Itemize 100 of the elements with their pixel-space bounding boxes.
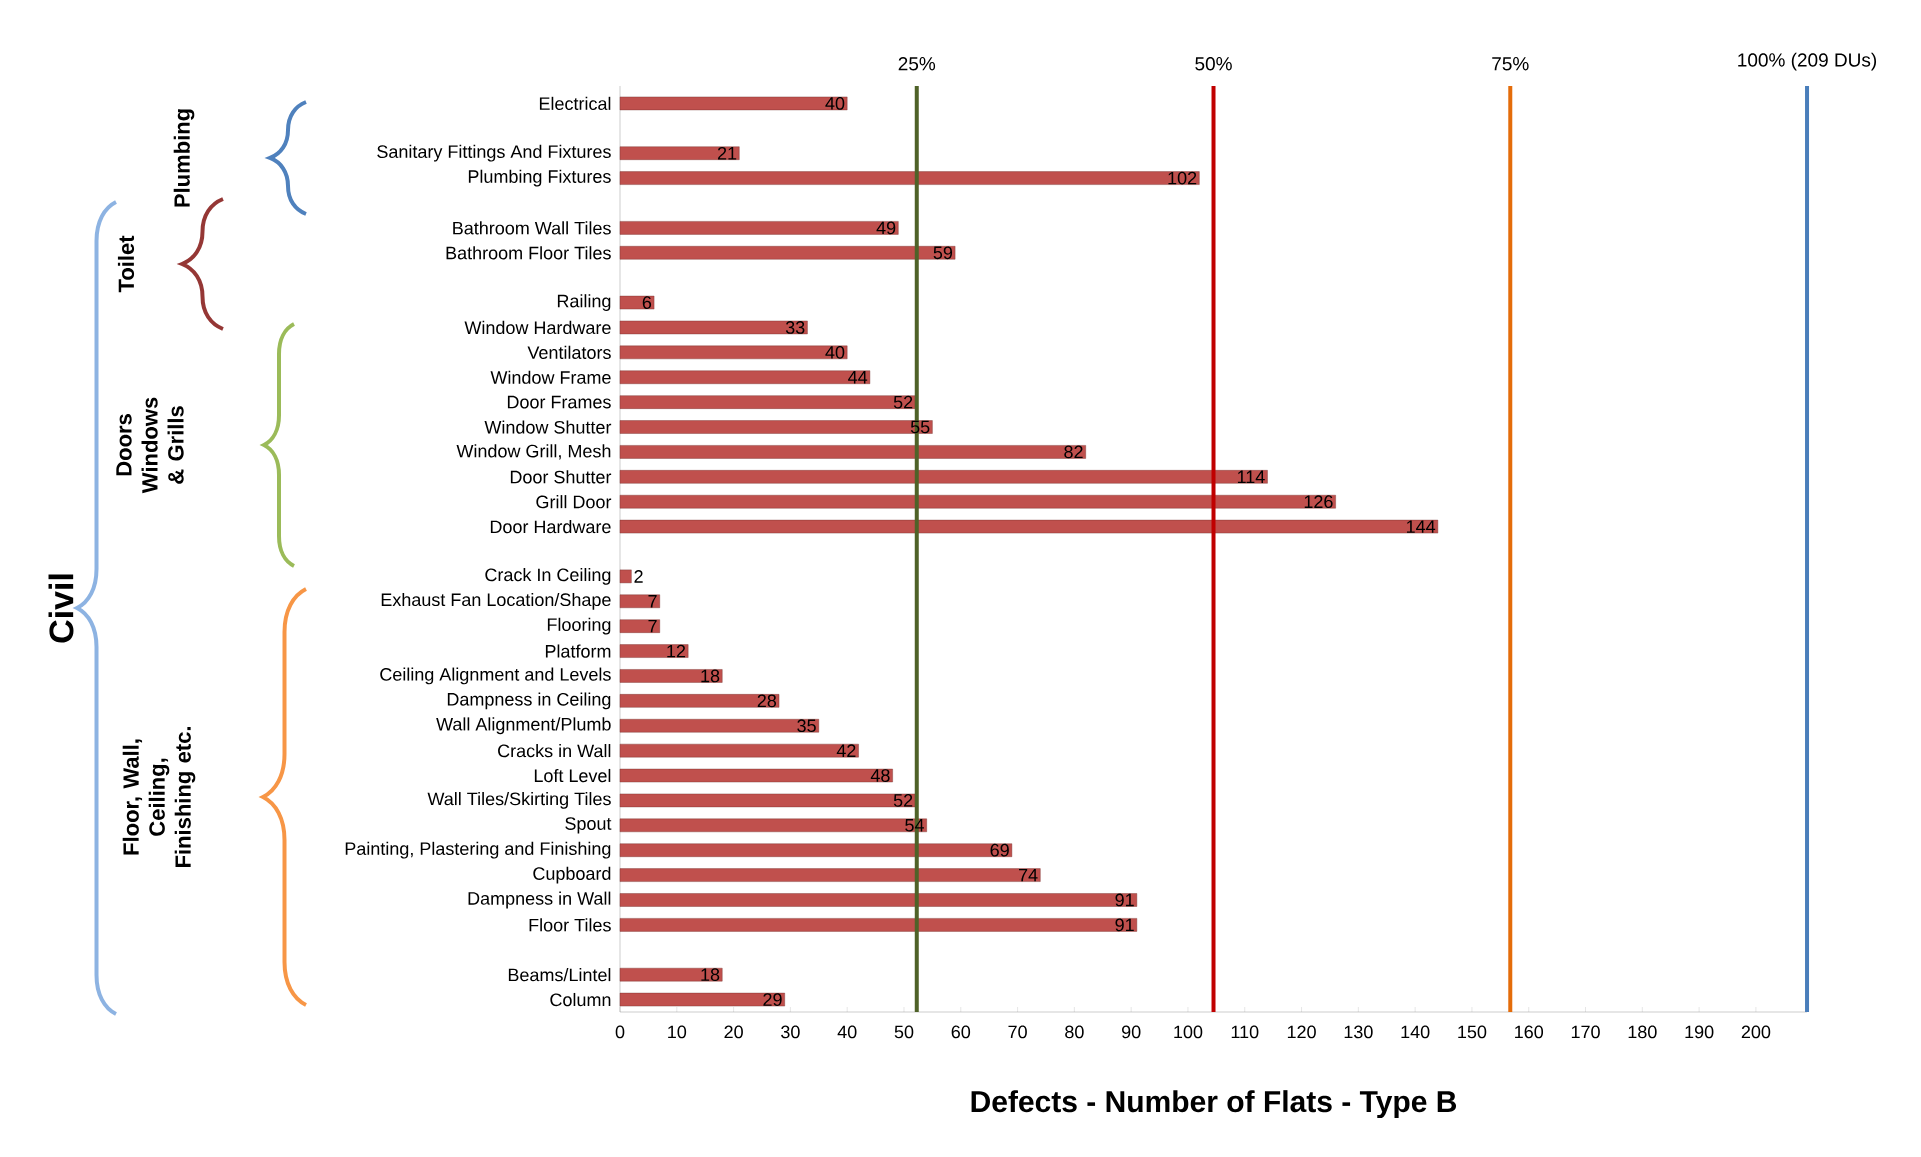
x-tick-label: 130 (1344, 1025, 1373, 1039)
bar (619, 992, 785, 1007)
y-tick-label: Dampness in Ceiling (447, 692, 611, 710)
data-label: 2 (634, 570, 643, 583)
bar (619, 171, 1200, 185)
bar (619, 669, 723, 683)
data-label: 74 (1019, 868, 1038, 882)
y-tick-label: Column (550, 992, 611, 1007)
y-tick-label: Crack In Ceiling (485, 567, 611, 585)
data-label: 59 (933, 246, 953, 260)
bar (619, 146, 740, 160)
y-tick-label: Platform (545, 644, 611, 658)
x-tick-label: 100 (1174, 1025, 1203, 1039)
data-label: 7 (648, 619, 657, 633)
text: 75% (1492, 57, 1529, 71)
bar (619, 719, 819, 733)
bar (619, 345, 848, 360)
y-tick-label: Bathroom Wall Tiles (453, 221, 611, 235)
data-label: 7 (648, 595, 657, 608)
data-label: 42 (836, 744, 856, 757)
data-label: 40 (825, 345, 845, 359)
x-tick-label: 0 (615, 1025, 625, 1039)
y-tick-label: Door Hardware (490, 519, 611, 534)
x-tick-label: 150 (1458, 1025, 1487, 1039)
data-label: 12 (667, 644, 686, 658)
data-label: 114 (1237, 470, 1265, 484)
y-tick-label: Door Shutter (510, 470, 612, 484)
text: Toilet (117, 235, 135, 293)
x-tick-label: 90 (1122, 1025, 1141, 1039)
y-tick-label: Plumbing Fixtures (468, 169, 611, 187)
y-tick-label: Flooring (547, 617, 611, 635)
bar (619, 594, 660, 608)
bar (619, 295, 655, 310)
y-tick-label: Wall Alignment/Plumb (436, 717, 611, 735)
y-tick-label: Cupboard (533, 866, 611, 884)
x-tick-label: 20 (724, 1025, 743, 1039)
bar (619, 96, 848, 111)
data-label: 82 (1064, 445, 1083, 459)
bar (619, 868, 1041, 882)
bar (619, 768, 893, 783)
data-label: 18 (701, 669, 720, 683)
data-label: 28 (757, 694, 777, 708)
data-label: 18 (701, 968, 720, 982)
text: Plumbing (173, 109, 195, 207)
data-label: 44 (848, 371, 868, 384)
bar (619, 843, 1013, 857)
x-tick-label: 200 (1741, 1025, 1771, 1039)
bar (619, 370, 871, 384)
x-tick-label: 190 (1685, 1025, 1714, 1039)
y-tick-label: Window Frame (490, 370, 611, 384)
text: 50% (1195, 57, 1232, 71)
bar (619, 619, 660, 633)
data-label: 35 (797, 719, 816, 733)
y-tick-label: Grill Door (536, 495, 612, 509)
y-tick-label: Window Grill, Mesh (456, 444, 611, 460)
data-label: 48 (870, 769, 890, 782)
data-label: 49 (876, 221, 896, 235)
bar (619, 445, 1086, 459)
x-tick-label: 110 (1231, 1025, 1259, 1039)
text: 25% (898, 57, 936, 71)
x-tick-label: 40 (837, 1025, 857, 1039)
x-tick-label: 160 (1515, 1025, 1544, 1039)
y-tick-label: Ventilators (527, 345, 611, 359)
x-tick-label: 50 (894, 1025, 914, 1039)
bar (619, 221, 899, 235)
y-tick-label: Dampness in Wall (468, 891, 611, 909)
x-tick-label: 170 (1571, 1025, 1600, 1039)
data-label: 33 (785, 321, 805, 334)
data-label: 52 (893, 395, 913, 409)
x-tick-label: 30 (781, 1025, 800, 1039)
x-tick-label: 70 (1008, 1025, 1027, 1039)
bar (619, 694, 780, 708)
bar (619, 395, 916, 409)
data-label: 29 (763, 993, 782, 1006)
y-tick-label: Wall Tiles/Skirting Tiles (427, 792, 611, 809)
x-tick-label: 80 (1065, 1025, 1084, 1039)
y-tick-label: Railing (557, 294, 611, 311)
bar (619, 918, 1138, 932)
data-label: 40 (825, 97, 845, 110)
bar (619, 519, 1439, 534)
x-tick-label: 120 (1287, 1025, 1316, 1039)
y-tick-label: Exhaust Fan Location/Shape (381, 592, 611, 610)
bar (619, 743, 859, 758)
y-tick-label: Door Frames (507, 395, 611, 409)
data-label: 144 (1406, 520, 1436, 533)
text: 100% (209 DUs) (1738, 52, 1877, 71)
data-label: 6 (642, 296, 652, 309)
text: Doors Windows & Grills (116, 397, 184, 494)
y-tick-label: Cracks in Wall (498, 744, 611, 758)
y-tick-label: Beams/Lintel (508, 968, 611, 982)
y-tick-label: Electrical (539, 96, 611, 111)
y-tick-label: Window Shutter (484, 420, 612, 434)
x-tick-label: 180 (1628, 1025, 1657, 1039)
text: Civil (48, 574, 74, 643)
y-tick-label: Window Hardware (464, 320, 611, 335)
bar (619, 818, 927, 833)
data-label: 91 (1115, 918, 1134, 932)
y-tick-label: Painting, Plastering and Finishing (345, 841, 611, 859)
data-label: 126 (1304, 495, 1333, 509)
bar (619, 644, 689, 658)
